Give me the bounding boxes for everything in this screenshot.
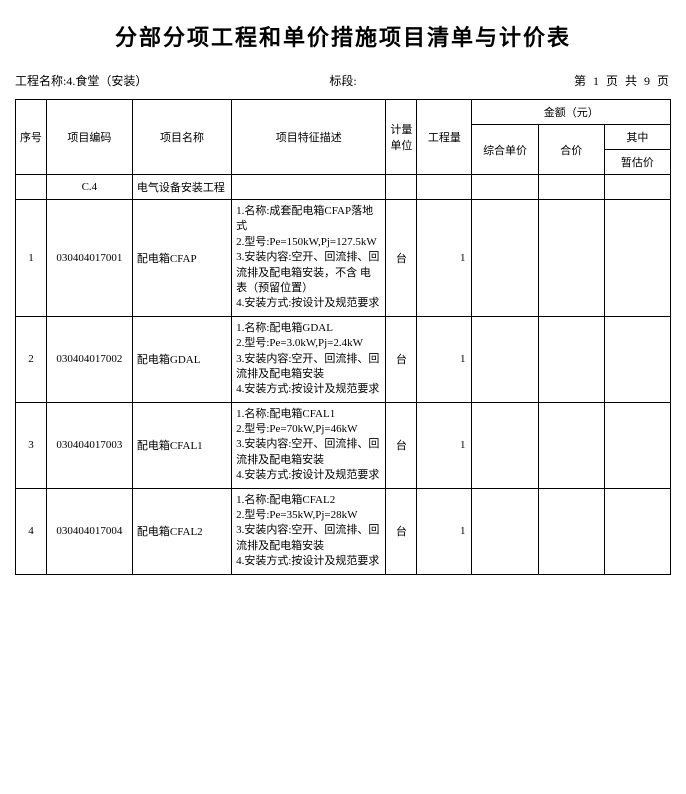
cell-name: 配电箱CFAP: [132, 200, 231, 317]
cell-qty: [417, 175, 472, 200]
col-mid-header: 其中: [604, 125, 670, 150]
cell-name: 电气设备安装工程: [132, 175, 231, 200]
col-qty: 工程量: [417, 100, 472, 175]
cell-total-price: [538, 402, 604, 488]
cell-provisional: [604, 316, 670, 402]
bill-table: 序号 项目编码 项目名称 项目特征描述 计量单位 工程量 金额（元） 综合单价 …: [15, 99, 671, 575]
cell-qty: 1: [417, 316, 472, 402]
document-header: 工程名称:4.食堂（安装） 标段: 第 1 页 共 9 页: [15, 72, 671, 89]
col-total-price: 合价: [538, 125, 604, 175]
cell-total-price: [538, 488, 604, 574]
cell-qty: 1: [417, 200, 472, 317]
cell-unit: 台: [386, 488, 417, 574]
col-amount-header: 金额（元）: [472, 100, 671, 125]
cell-name: 配电箱GDAL: [132, 316, 231, 402]
section-field: 标段:: [234, 72, 453, 89]
cell-unit-price: [472, 488, 538, 574]
table-row: C.4电气设备安装工程: [16, 175, 671, 200]
project-label: 工程名称:: [15, 74, 66, 88]
table-row: 1030404017001配电箱CFAP1.名称:成套配电箱CFAP落地式 2.…: [16, 200, 671, 317]
cell-unit: [386, 175, 417, 200]
cell-code: 030404017003: [46, 402, 132, 488]
cell-total-price: [538, 316, 604, 402]
table-body: C.4电气设备安装工程1030404017001配电箱CFAP1.名称:成套配电…: [16, 175, 671, 575]
cell-code: 030404017004: [46, 488, 132, 574]
cell-seq: 4: [16, 488, 47, 574]
cell-desc: 1.名称:配电箱GDAL 2.型号:Pe=3.0kW,Pj=2.4kW 3.安装…: [232, 316, 386, 402]
col-provisional: 暂估价: [604, 150, 670, 175]
col-unit-price: 综合单价: [472, 125, 538, 175]
col-name: 项目名称: [132, 100, 231, 175]
table-row: 4030404017004配电箱CFAL21.名称:配电箱CFAL2 2.型号:…: [16, 488, 671, 574]
cell-seq: 1: [16, 200, 47, 317]
cell-code: C.4: [46, 175, 132, 200]
cell-unit-price: [472, 200, 538, 317]
cell-qty: 1: [417, 402, 472, 488]
section-label: 标段:: [329, 74, 356, 88]
cell-unit: 台: [386, 200, 417, 317]
cell-seq: 3: [16, 402, 47, 488]
project-name: 4.食堂（安装）: [66, 74, 147, 88]
cell-seq: [16, 175, 47, 200]
page-info: 第 1 页 共 9 页: [452, 72, 671, 89]
col-seq: 序号: [16, 100, 47, 175]
cell-total-price: [538, 200, 604, 317]
cell-total-price: [538, 175, 604, 200]
cell-code: 030404017001: [46, 200, 132, 317]
cell-unit-price: [472, 316, 538, 402]
col-desc: 项目特征描述: [232, 100, 386, 175]
document-title: 分部分项工程和单价措施项目清单与计价表: [15, 20, 671, 52]
cell-code: 030404017002: [46, 316, 132, 402]
col-code: 项目编码: [46, 100, 132, 175]
cell-unit-price: [472, 402, 538, 488]
table-row: 3030404017003配电箱CFAL11.名称:配电箱CFAL1 2.型号:…: [16, 402, 671, 488]
project-name-field: 工程名称:4.食堂（安装）: [15, 72, 234, 89]
cell-provisional: [604, 488, 670, 574]
table-row: 2030404017002配电箱GDAL1.名称:配电箱GDAL 2.型号:Pe…: [16, 316, 671, 402]
cell-unit: 台: [386, 316, 417, 402]
cell-provisional: [604, 402, 670, 488]
cell-seq: 2: [16, 316, 47, 402]
cell-unit-price: [472, 175, 538, 200]
col-unit: 计量单位: [386, 100, 417, 175]
cell-desc: 1.名称:配电箱CFAL2 2.型号:Pe=35kW,Pj=28kW 3.安装内…: [232, 488, 386, 574]
table-header: 序号 项目编码 项目名称 项目特征描述 计量单位 工程量 金额（元） 综合单价 …: [16, 100, 671, 175]
cell-qty: 1: [417, 488, 472, 574]
cell-name: 配电箱CFAL2: [132, 488, 231, 574]
cell-desc: 1.名称:成套配电箱CFAP落地式 2.型号:Pe=150kW,Pj=127.5…: [232, 200, 386, 317]
cell-desc: [232, 175, 386, 200]
cell-name: 配电箱CFAL1: [132, 402, 231, 488]
cell-provisional: [604, 200, 670, 317]
cell-unit: 台: [386, 402, 417, 488]
cell-desc: 1.名称:配电箱CFAL1 2.型号:Pe=70kW,Pj=46kW 3.安装内…: [232, 402, 386, 488]
cell-provisional: [604, 175, 670, 200]
